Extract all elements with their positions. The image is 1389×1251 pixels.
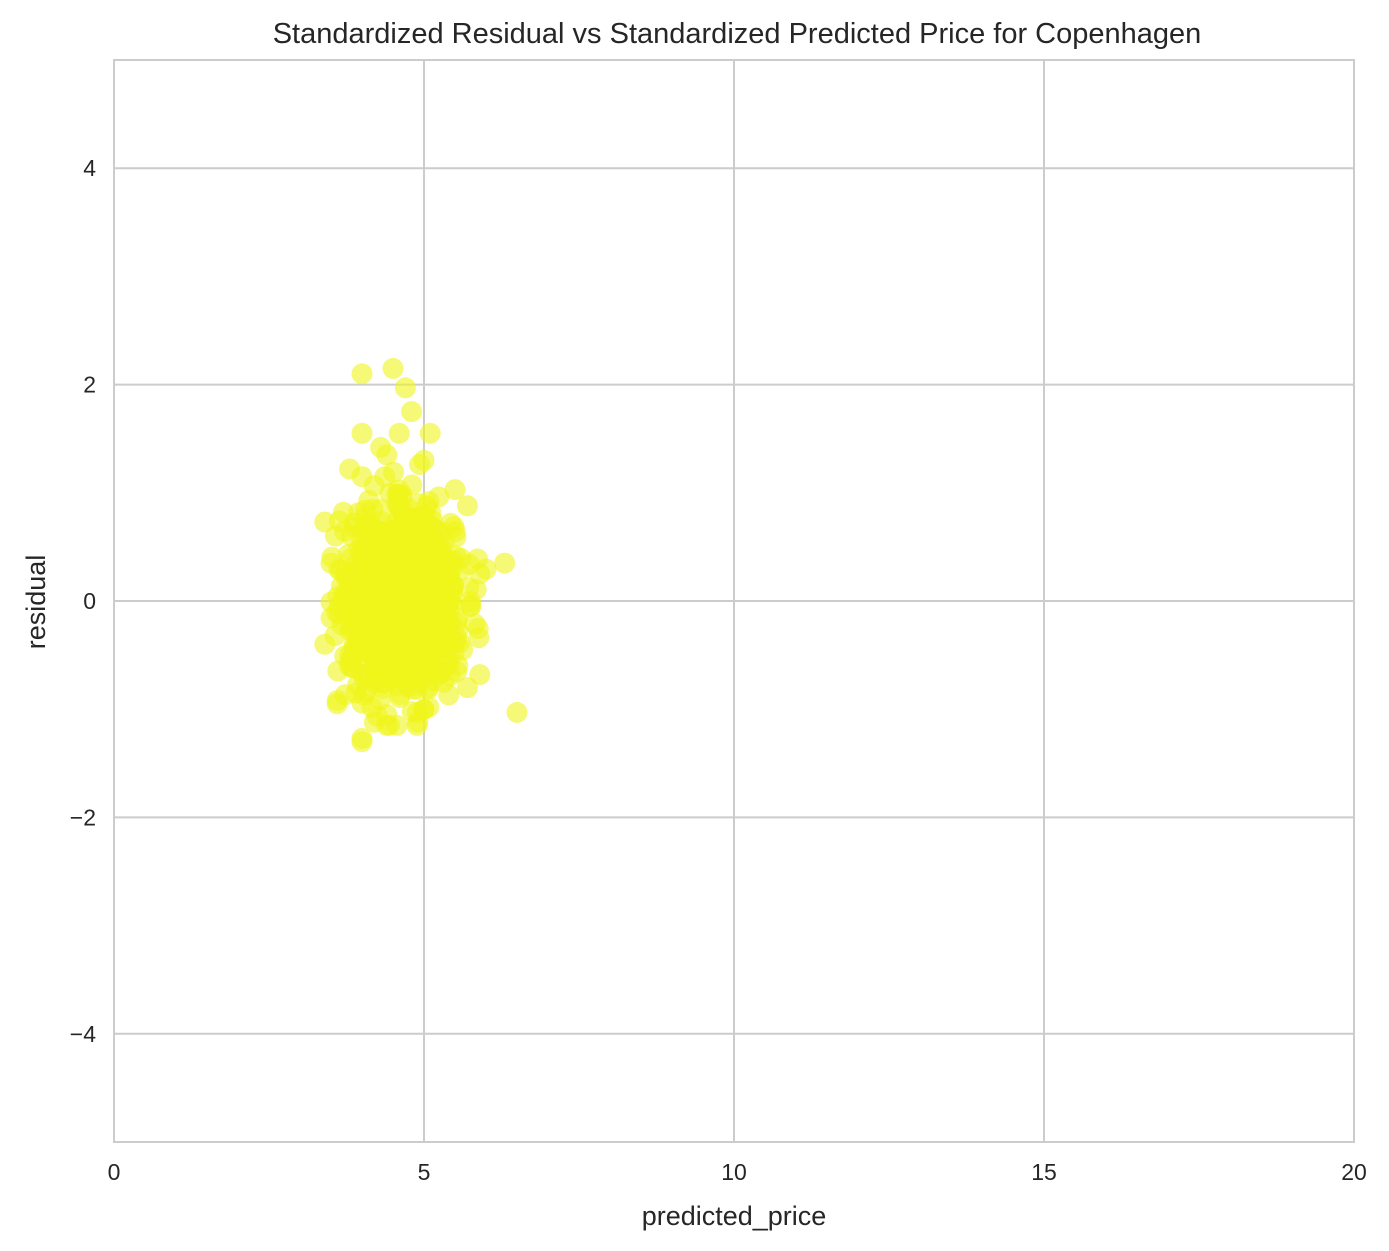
x-axis-label: predicted_price <box>642 1201 827 1231</box>
scatter-point <box>401 401 423 423</box>
scatter-point <box>438 684 460 706</box>
x-tick-label: 5 <box>418 1159 431 1185</box>
y-tick-label: −2 <box>70 804 96 830</box>
scatter-point <box>340 548 362 570</box>
scatter-point <box>418 491 440 513</box>
scatter-point <box>456 495 478 517</box>
scatter-point <box>332 501 354 523</box>
scatter-point <box>387 635 409 656</box>
scatter-point <box>469 664 491 686</box>
scatter-point <box>404 522 426 544</box>
scatter-point <box>345 682 367 704</box>
scatter-point <box>392 655 414 677</box>
scatter-point <box>417 618 439 639</box>
scatter-point <box>351 363 373 385</box>
scatter-point <box>314 633 336 655</box>
scatter-point <box>464 613 486 635</box>
scatter-point <box>339 650 361 671</box>
scatter-point <box>413 449 435 471</box>
scatter-point <box>456 677 478 699</box>
x-tick-label: 0 <box>108 1159 121 1185</box>
scatter-point <box>413 698 435 720</box>
scatter-point <box>506 701 528 723</box>
x-axis-ticks: 0 5 10 15 20 <box>108 1159 1367 1185</box>
scatter-point <box>389 684 411 705</box>
scatter-point <box>375 574 397 596</box>
scatter-point <box>417 678 439 700</box>
scatter-point <box>409 573 430 594</box>
scatter-point <box>407 552 429 573</box>
scatter-point <box>383 461 405 483</box>
scatter-point <box>444 479 466 501</box>
scatter-point <box>351 466 373 488</box>
scatter-point <box>392 538 414 559</box>
scatter-point <box>351 422 373 444</box>
scatter-point <box>374 610 396 632</box>
x-tick-label: 15 <box>1031 1159 1057 1185</box>
scatter-point <box>326 693 348 715</box>
scatter-point <box>314 511 336 533</box>
x-tick-label: 10 <box>721 1159 747 1185</box>
scatter-point <box>469 563 491 585</box>
scatter-point <box>459 591 481 612</box>
y-tick-label: 4 <box>83 155 96 181</box>
y-tick-label: 2 <box>83 372 96 398</box>
scatter-point <box>376 444 398 466</box>
scatter-point <box>382 357 404 379</box>
y-tick-label: −4 <box>70 1021 96 1047</box>
plot-area-border <box>113 59 1355 1143</box>
y-axis-label: residual <box>21 555 51 650</box>
scatter-point <box>363 518 385 540</box>
scatter-point <box>431 661 453 682</box>
scatter-point <box>395 505 417 527</box>
scatter-point <box>394 377 416 399</box>
x-tick-label: 20 <box>1341 1159 1367 1185</box>
scatter-point <box>351 727 373 749</box>
y-tick-label: 0 <box>83 588 96 614</box>
scatter-point <box>376 704 398 726</box>
scatter-point <box>436 611 458 633</box>
scatter-point <box>320 552 342 574</box>
chart-title: Standardized Residual vs Standardized Pr… <box>273 18 1202 50</box>
scatter-point <box>494 552 516 574</box>
scatter-point <box>388 422 410 444</box>
scatter-point <box>438 566 460 588</box>
scatter-point <box>419 422 441 444</box>
scatter-point <box>434 531 456 553</box>
scatter-point <box>353 603 375 625</box>
scatter-point <box>442 549 464 571</box>
scatter-point <box>446 627 468 648</box>
y-axis-ticks: −4 −2 0 2 4 <box>70 155 96 1047</box>
scatter-point <box>359 633 381 655</box>
data-points <box>314 357 528 753</box>
